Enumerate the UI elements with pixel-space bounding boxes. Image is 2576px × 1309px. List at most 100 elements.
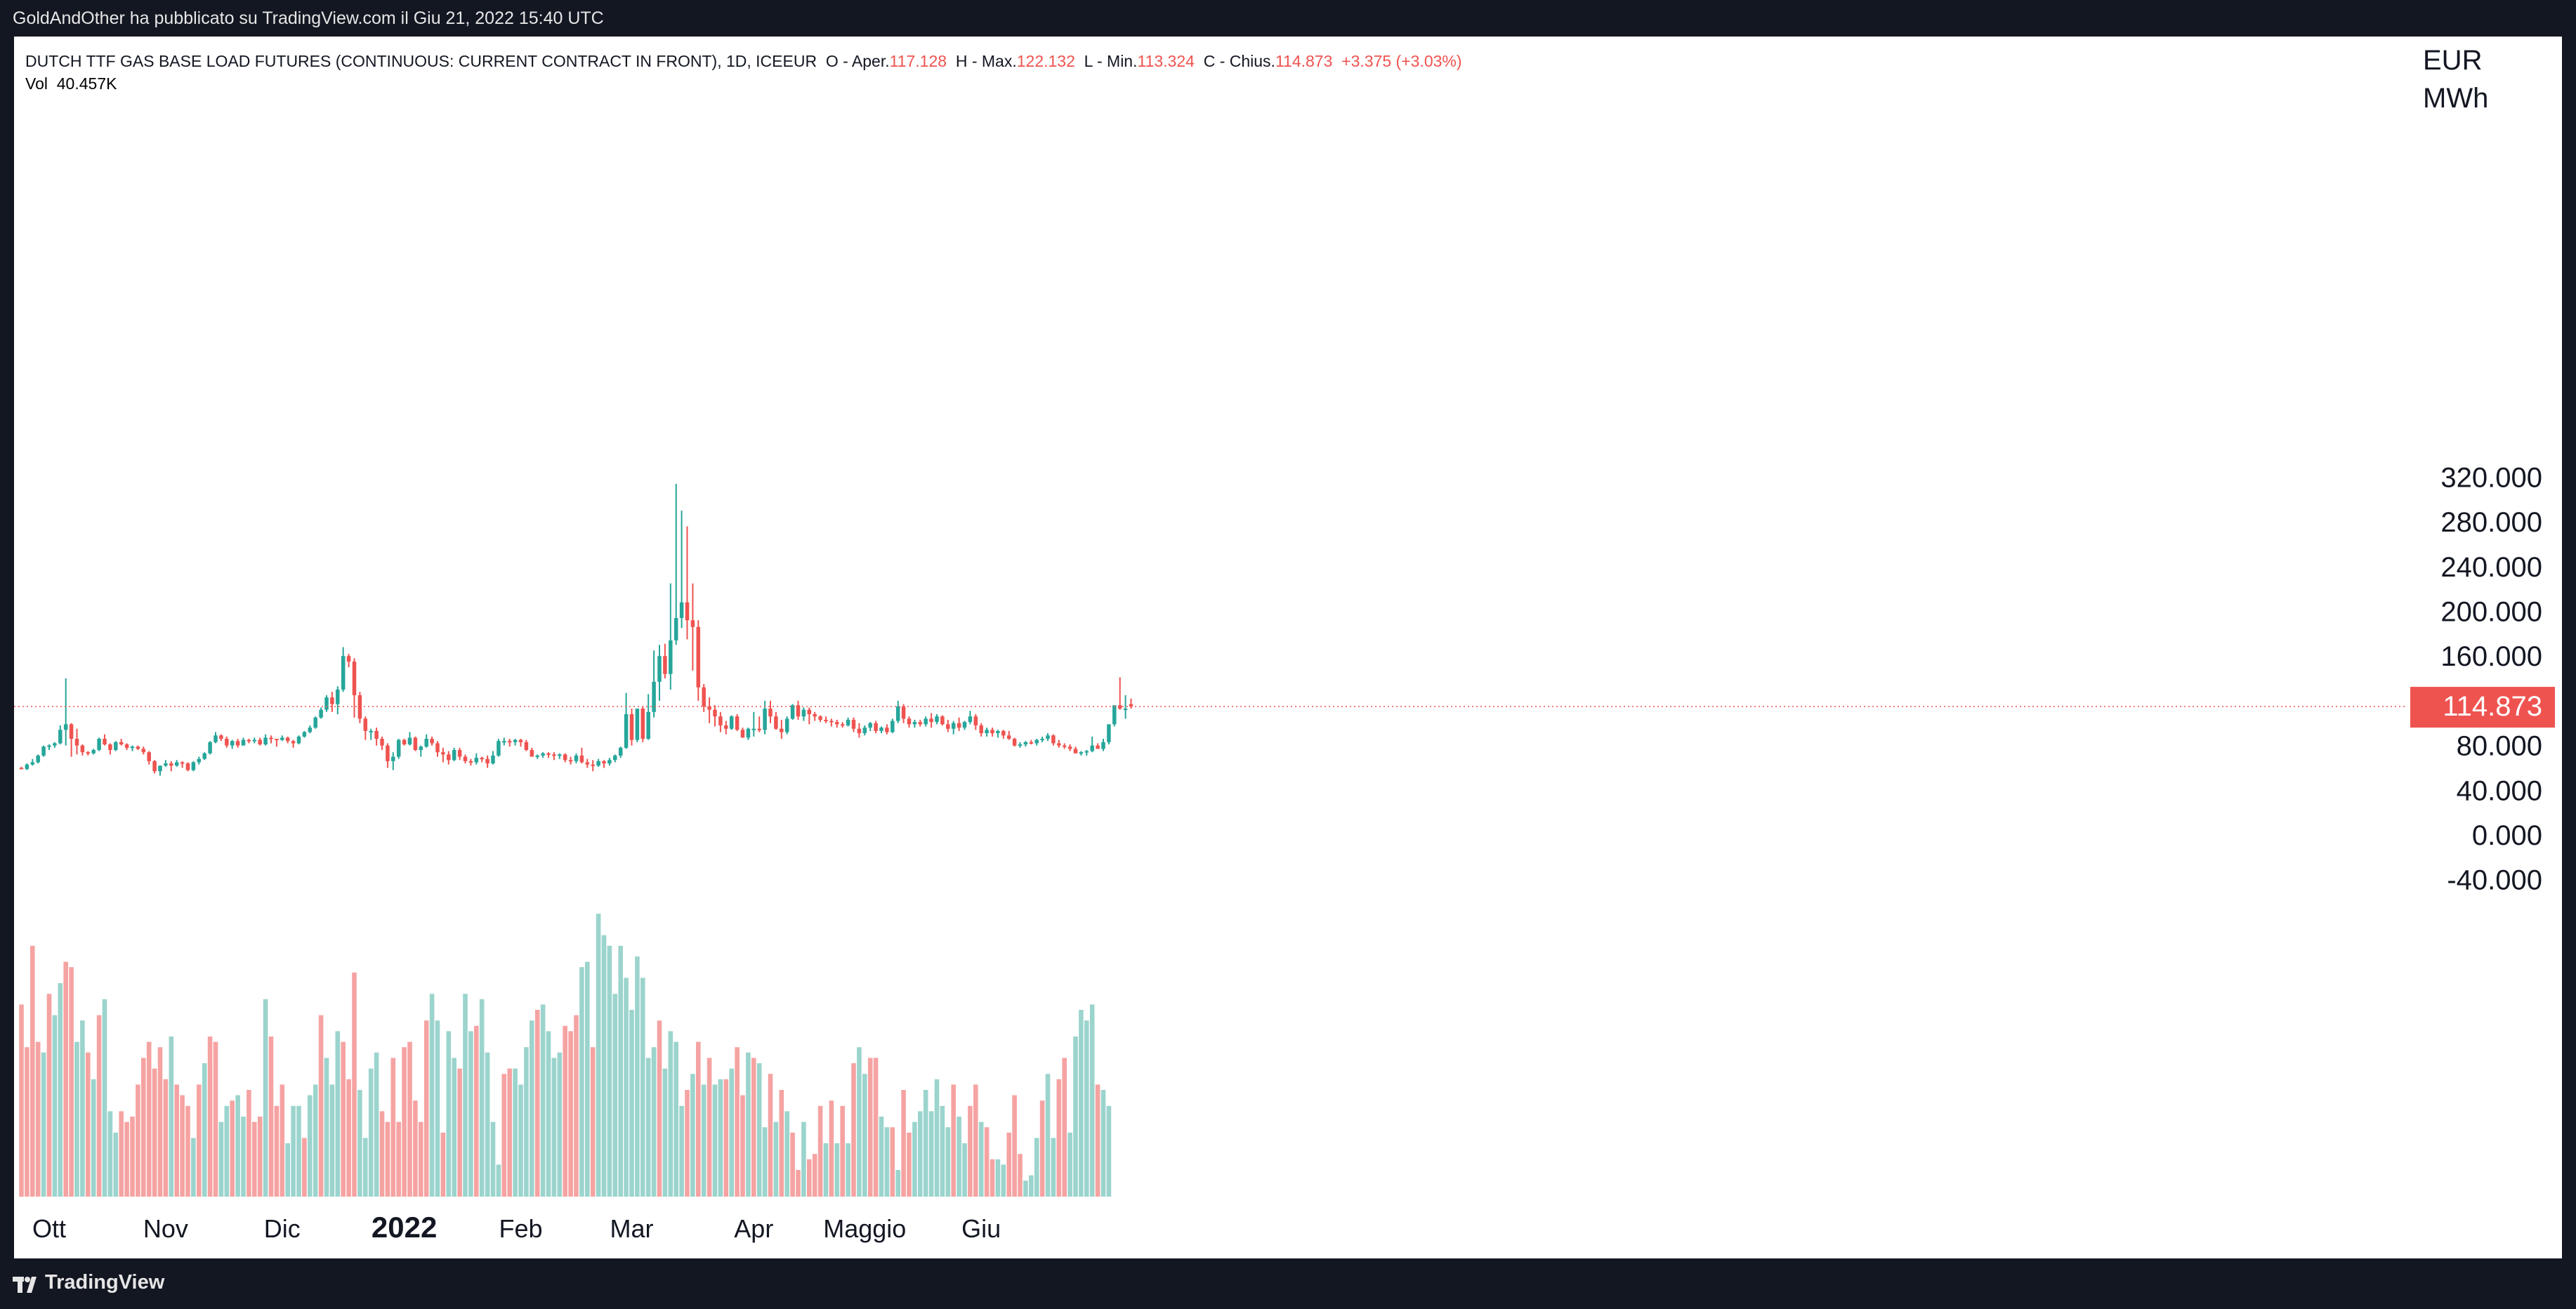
- volume-bar: [224, 1105, 230, 1197]
- candle-body: [857, 728, 862, 734]
- candle-body: [280, 737, 284, 740]
- candle-body: [885, 728, 889, 732]
- candle-body: [441, 752, 445, 755]
- volume-bar: [918, 1111, 923, 1197]
- candle-body: [36, 755, 40, 763]
- candle-body: [407, 737, 412, 745]
- volume-bar: [63, 961, 68, 1197]
- candle-body: [336, 689, 340, 704]
- volume-bar: [867, 1058, 873, 1197]
- volume-bar: [940, 1105, 945, 1197]
- candle-body: [951, 723, 956, 729]
- volume-bar: [86, 1052, 91, 1197]
- volume-bar: [740, 1095, 745, 1197]
- volume-bar: [402, 1047, 407, 1197]
- candle-body: [363, 718, 368, 731]
- candle-body: [552, 754, 556, 756]
- candle-body: [147, 752, 151, 761]
- volume-bar: [862, 1074, 867, 1197]
- candle-body: [685, 602, 690, 621]
- candle-body: [53, 743, 57, 746]
- candle-body: [1117, 705, 1122, 709]
- ohlc-legend: DUTCH TTF GAS BASE LOAD FUTURES (CONTINU…: [25, 52, 1462, 71]
- candle-body: [58, 730, 63, 744]
- volume-bar: [928, 1111, 934, 1197]
- volume-bar: [901, 1090, 906, 1197]
- volume-bar: [407, 1041, 412, 1197]
- volume-bar: [357, 1090, 362, 1197]
- volume-bar: [197, 1084, 202, 1197]
- publisher-text: GoldAndOther ha pubblicato su TradingVie…: [13, 8, 604, 28]
- candle-body: [86, 752, 91, 754]
- volume-bar: [146, 1041, 152, 1197]
- volume-bar: [957, 1117, 961, 1197]
- volume-bar: [1034, 1138, 1039, 1197]
- volume-bar: [80, 1020, 85, 1197]
- volume-bar: [341, 1041, 346, 1197]
- volume-bar: [1106, 1105, 1112, 1197]
- candle-body: [197, 758, 202, 763]
- candle-body: [225, 739, 229, 746]
- low-value: 113.324: [1137, 52, 1195, 70]
- volume-bar: [396, 1121, 401, 1197]
- volume-bar: [52, 1015, 58, 1197]
- candle-body: [269, 737, 273, 739]
- candle-body: [763, 709, 767, 730]
- volume-bar: [152, 1068, 157, 1197]
- candle-body: [957, 723, 961, 728]
- candle-body: [507, 741, 512, 743]
- candle-body: [119, 742, 124, 745]
- volume-bar: [19, 1004, 24, 1197]
- candle-body: [164, 763, 168, 766]
- y-tick-label: -40.000: [2447, 865, 2542, 896]
- volume-bar: [124, 1121, 129, 1197]
- unit-energy: MWh: [2423, 83, 2489, 114]
- candle-body: [103, 739, 107, 745]
- candle-body: [313, 717, 317, 728]
- x-tick-label: Giu: [961, 1214, 1001, 1243]
- candle-body: [1123, 709, 1128, 711]
- volume-bar: [707, 1058, 712, 1197]
- volume-bar: [468, 1031, 473, 1197]
- volume-bar: [496, 1164, 501, 1197]
- volume-bar: [446, 1031, 452, 1197]
- candle-body: [174, 762, 179, 766]
- volume-bar: [302, 1138, 307, 1197]
- candle-body: [713, 709, 717, 717]
- volume-bar: [69, 967, 74, 1197]
- candle-body: [419, 746, 423, 750]
- volume-bar: [807, 1159, 812, 1197]
- low-label: L - Min.: [1084, 52, 1138, 70]
- volume-bar: [579, 967, 584, 1197]
- x-tick-label: Maggio: [823, 1214, 906, 1243]
- candle-body: [912, 722, 917, 725]
- candle-body: [1112, 705, 1117, 725]
- candle-body: [130, 746, 135, 749]
- candle-body: [813, 714, 817, 717]
- candle-body: [136, 746, 140, 749]
- volume-bar: [1062, 1058, 1067, 1197]
- candle-body: [485, 758, 489, 764]
- volume-bar: [817, 1105, 823, 1197]
- volume-bar: [169, 1037, 174, 1197]
- volume-bar: [530, 1020, 534, 1197]
- volume-bar: [324, 1058, 329, 1197]
- volume-bar: [618, 945, 623, 1197]
- volume-bar: [335, 1031, 341, 1197]
- candle-body: [396, 739, 401, 757]
- candle-body: [1079, 752, 1084, 754]
- candle-body: [424, 739, 428, 747]
- volume-bar: [452, 1058, 456, 1197]
- candle-body: [374, 730, 379, 739]
- y-tick-label: 200.000: [2440, 597, 2542, 628]
- candle-body: [247, 739, 251, 742]
- candle-body: [846, 719, 850, 725]
- volume-bar: [729, 1068, 734, 1197]
- candle-body: [707, 706, 711, 710]
- candle-body: [241, 739, 246, 746]
- candle-body: [835, 722, 839, 725]
- candle-body: [640, 709, 645, 739]
- volume-bar: [25, 1047, 29, 1197]
- volume-bar: [590, 1047, 596, 1197]
